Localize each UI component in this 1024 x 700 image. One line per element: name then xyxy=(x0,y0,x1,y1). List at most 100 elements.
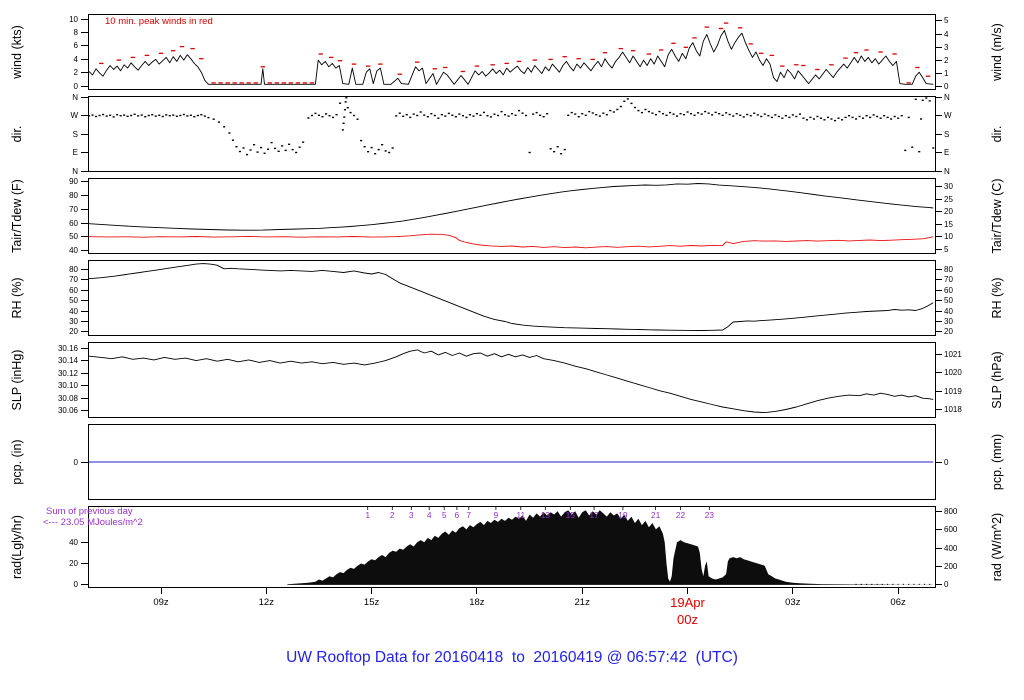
dir-dot xyxy=(574,113,577,115)
ytick-left-wind xyxy=(81,85,88,87)
ytick-label-left-temp: 70 xyxy=(69,204,78,214)
dir-dot xyxy=(511,113,514,115)
panel-plot-slp xyxy=(89,349,934,414)
dir-dot xyxy=(325,113,328,115)
ytick-right-dir xyxy=(935,152,942,153)
dir-dot xyxy=(391,147,394,149)
ytick-left-rad xyxy=(81,584,88,586)
dir-dot xyxy=(528,151,531,154)
ytick-right-pcp xyxy=(935,461,942,463)
dir-dot xyxy=(217,121,220,123)
ytick-left-temp xyxy=(81,194,88,196)
xtick xyxy=(897,588,899,594)
dir-dot xyxy=(560,153,563,155)
ytick-label-left-rh: 70 xyxy=(69,275,78,285)
dir-dot xyxy=(588,110,591,113)
dir-dot xyxy=(774,114,777,116)
ytick-right-slp xyxy=(935,353,942,355)
dir-dot xyxy=(805,119,808,121)
dir-dot xyxy=(925,97,928,99)
ytick-right-wind xyxy=(935,85,942,87)
mj-marker-label: 13 xyxy=(541,510,551,520)
dir-dot xyxy=(458,113,461,115)
ytick-label-left-wind: 4 xyxy=(73,54,78,64)
dir-dot xyxy=(865,115,868,117)
dir-dot xyxy=(440,114,443,116)
dir-dot xyxy=(203,115,206,117)
axis-label-left-dir: dir. xyxy=(10,125,24,143)
ytick-right-wind xyxy=(935,46,942,48)
dir-dot xyxy=(154,115,157,117)
ytick-right-rh xyxy=(935,331,942,333)
ytick-label-right-slp: 1021 xyxy=(944,349,962,359)
dir-dot xyxy=(91,114,94,116)
ytick-label-left-wind: 0 xyxy=(73,81,78,91)
dir-dot xyxy=(711,114,714,116)
ytick-right-wind xyxy=(935,33,942,35)
dir-dot xyxy=(756,114,759,116)
dir-dot xyxy=(777,115,780,118)
dir-dot xyxy=(914,98,917,100)
dir-dot xyxy=(791,114,794,116)
dir-dot xyxy=(876,115,879,118)
ytick-label-left-wind: 10 xyxy=(69,14,78,24)
ytick-label-right-pcp: 0 xyxy=(944,457,949,467)
dir-dot xyxy=(381,144,384,146)
dir-dot xyxy=(683,114,686,116)
x-tick-label: 09z xyxy=(153,597,169,608)
dir-dot xyxy=(196,114,199,117)
ytick-label-left-temp: 80 xyxy=(69,190,78,200)
ytick-left-dir xyxy=(81,115,88,116)
dir-dot xyxy=(661,113,664,115)
ytick-label-right-rh: 40 xyxy=(944,306,953,316)
dir-dot xyxy=(112,116,115,118)
axis-label-left-slp: SLP (inHg) xyxy=(10,349,24,411)
x-date-label-hour: 00z xyxy=(677,612,698,627)
xtick xyxy=(160,588,162,594)
dir-dot xyxy=(623,100,626,102)
dir-dot xyxy=(497,114,500,117)
dir-dot xyxy=(525,114,528,117)
mj-marker-label: 9 xyxy=(494,510,499,520)
dir-dot xyxy=(284,149,287,152)
ytick-label-right-rh: 50 xyxy=(944,296,953,306)
dir-dot xyxy=(231,139,234,141)
ytick-left-pcp xyxy=(81,461,88,463)
ytick-label-left-slp: 30.10 xyxy=(57,381,78,391)
ytick-right-temp xyxy=(935,198,942,200)
dir-dot xyxy=(398,112,401,114)
rad-sum-note-line1: Sum of previous day xyxy=(46,506,133,517)
dir-dot xyxy=(823,119,826,121)
series-relative-humidity xyxy=(89,263,934,331)
ytick-label-left-rh: 40 xyxy=(69,306,78,316)
ytick-left-dir xyxy=(81,96,88,98)
dir-dot xyxy=(321,116,324,118)
dir-dot xyxy=(461,115,464,117)
dir-dot xyxy=(742,116,745,118)
dir-dot xyxy=(855,118,858,120)
dir-dot xyxy=(253,144,256,146)
ytick-label-right-temp: 30 xyxy=(944,182,953,192)
dir-dot xyxy=(718,113,721,115)
dir-dot xyxy=(482,111,485,114)
ytick-label-left-rad: 0 xyxy=(73,580,78,590)
ytick-label-left-rh: 20 xyxy=(69,327,78,337)
dir-dot xyxy=(147,114,150,117)
ytick-left-temp xyxy=(81,180,88,182)
mj-marker-label: 3 xyxy=(409,510,414,520)
dir-dot xyxy=(669,111,672,114)
dir-dot xyxy=(739,114,742,116)
ytick-left-dir xyxy=(81,133,88,135)
mj-marker-label: 7 xyxy=(466,510,471,520)
ytick-right-dir xyxy=(935,96,942,98)
mj-marker-label: 19 xyxy=(618,510,628,520)
dir-dot xyxy=(447,112,450,115)
x-tick-label: 18z xyxy=(469,597,485,608)
night-dot xyxy=(865,583,868,585)
dir-dot xyxy=(395,115,398,117)
axis-label-left-temp: Tair/Tdew (F) xyxy=(10,179,24,253)
dir-dot xyxy=(346,107,349,109)
dir-dot xyxy=(637,109,640,112)
mj-marker-label: 2 xyxy=(390,510,395,520)
dir-dot xyxy=(451,114,454,116)
